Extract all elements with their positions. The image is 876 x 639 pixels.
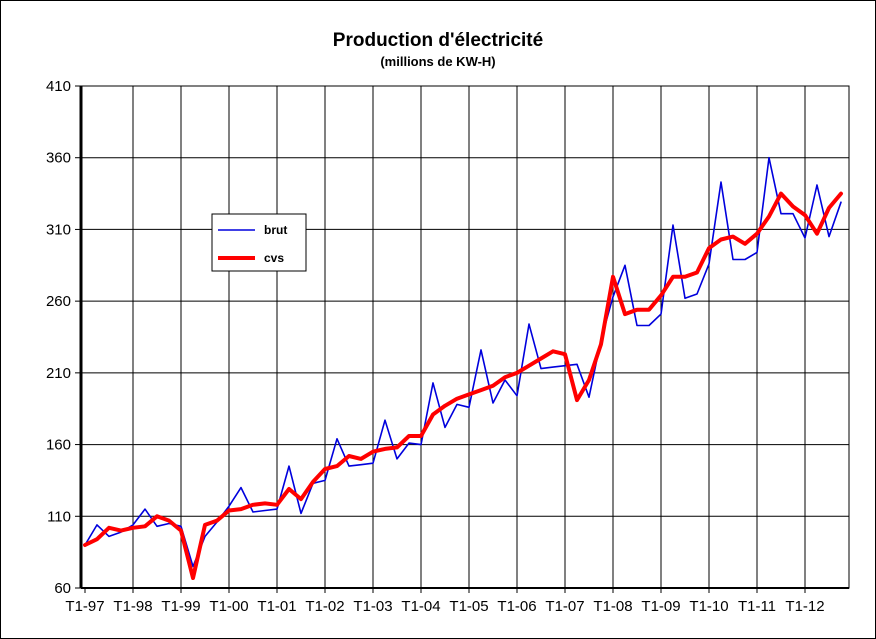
gridlines xyxy=(81,85,849,589)
x-tick-label: T1-12 xyxy=(785,598,824,615)
y-tick-label: 160 xyxy=(46,437,71,454)
x-tick-label: T1-99 xyxy=(161,598,200,615)
x-tick-label: T1-98 xyxy=(113,598,152,615)
y-tick-label: 260 xyxy=(46,293,71,310)
y-tick-label: 310 xyxy=(46,221,71,238)
y-tick-label: 110 xyxy=(47,508,71,525)
legend-box xyxy=(211,213,307,272)
y-tick-label: 410 xyxy=(46,78,71,95)
y-axis-ticks: 60 110 160 210 260 310 360 410 xyxy=(46,78,81,597)
x-tick-label: T1-97 xyxy=(65,598,104,615)
x-tick-label: T1-11 xyxy=(738,598,776,615)
legend-label-cvs: cvs xyxy=(264,251,284,265)
x-tick-label: T1-02 xyxy=(305,598,344,615)
chart-title: Production d'électricité xyxy=(333,30,543,51)
y-tick-label: 360 xyxy=(46,150,71,167)
x-tick-label: T1-04 xyxy=(401,598,440,615)
x-tick-label: T1-10 xyxy=(689,598,728,615)
x-tick-label: T1-01 xyxy=(257,598,296,615)
x-axis-ticks: T1-97 T1-98 T1-99 T1-00 T1-01 T1-02 T1-03 T1-04… xyxy=(65,588,825,615)
legend: brut cvs xyxy=(211,213,307,272)
series-line-cvs xyxy=(83,191,843,580)
y-tick-label: 60 xyxy=(54,580,71,597)
y-tick-label: 210 xyxy=(46,365,71,382)
series-line-brut xyxy=(84,156,842,568)
chart-subtitle: (millions de KW-H) xyxy=(380,54,495,69)
x-tick-label: T1-09 xyxy=(641,598,680,615)
x-tick-label: T1-07 xyxy=(545,598,584,615)
x-tick-label: T1-05 xyxy=(449,598,488,615)
x-tick-label: T1-00 xyxy=(209,598,248,615)
series-lines xyxy=(83,156,843,580)
x-tick-label: T1-08 xyxy=(593,598,632,615)
x-tick-label: T1-03 xyxy=(353,598,392,615)
legend-label-brut: brut xyxy=(264,223,287,237)
x-tick-label: T1-06 xyxy=(497,598,536,615)
plot-area xyxy=(81,86,849,588)
